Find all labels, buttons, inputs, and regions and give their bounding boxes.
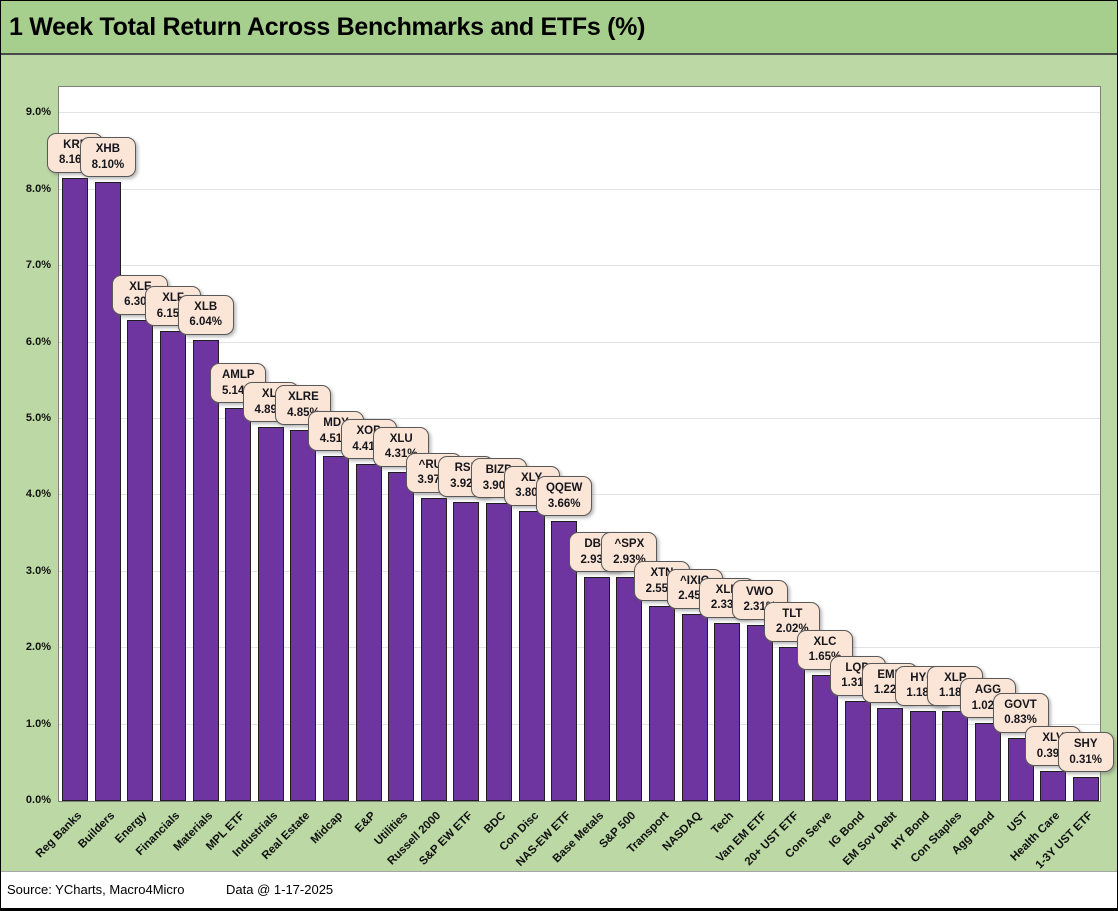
y-tick-label: 4.0% — [25, 488, 51, 501]
footer: Source: YCharts, Macro4Micro Data @ 1-17… — [1, 871, 1117, 910]
bar — [714, 623, 741, 801]
bar — [942, 710, 969, 801]
y-tick-label: 2.0% — [25, 641, 51, 654]
bar-value-callout: QQEW 3.66% — [536, 476, 593, 517]
bar-value-callout: XLB 6.04% — [177, 294, 234, 335]
y-tick-label: 8.0% — [25, 182, 51, 195]
gridline — [59, 265, 1100, 267]
bar — [746, 624, 773, 801]
callout-ticker: XLU — [389, 432, 413, 445]
bar — [290, 430, 317, 801]
callout-value: 3.66% — [547, 497, 581, 510]
title-bar: 1 Week Total Return Across Benchmarks an… — [1, 1, 1117, 55]
callout-ticker: TLT — [782, 607, 803, 620]
callout-ticker: QQEW — [545, 482, 583, 495]
bar — [192, 339, 219, 801]
callout-ticker: XLI — [261, 388, 280, 401]
y-tick-label: 1.0% — [25, 717, 51, 730]
bar — [844, 700, 871, 801]
y-tick-label: 5.0% — [25, 412, 51, 424]
callout-ticker: XLRE — [288, 391, 319, 404]
bar — [1072, 777, 1099, 801]
bar — [1040, 771, 1067, 801]
bar — [1007, 737, 1034, 801]
y-tick-label: 6.0% — [25, 335, 51, 348]
bar-value-callout: GOVT 0.83% — [992, 692, 1049, 733]
bar — [779, 646, 806, 801]
y-tick-label: 3.0% — [25, 564, 51, 577]
callout-ticker: XHB — [95, 143, 121, 156]
gridline — [59, 112, 1100, 114]
callout-ticker: GOVT — [1004, 698, 1037, 711]
bar — [257, 427, 284, 801]
bar — [486, 503, 513, 801]
chart-region: KRE 8.16% XHB 8.10% XLE 6.30% XLF 6.15% XLB 6.04%… — [1, 57, 1117, 871]
source-note: Source: YCharts, Macro4Micro — [7, 882, 185, 897]
callout-value: 0.83% — [1004, 714, 1037, 727]
callout-ticker: ^SPX — [614, 538, 645, 551]
y-tick-label: 9.0% — [25, 106, 51, 119]
page-title: 1 Week Total Return Across Benchmarks an… — [9, 12, 646, 41]
callout-value: 0.31% — [1069, 753, 1102, 766]
callout-ticker: VWO — [746, 585, 774, 598]
callout-ticker: XLC — [813, 635, 837, 648]
bar — [583, 577, 610, 801]
callout-ticker: XLB — [194, 300, 218, 313]
bar — [160, 331, 187, 801]
y-tick-label: 0.0% — [25, 794, 51, 806]
bar — [62, 177, 89, 801]
gridline — [59, 418, 1100, 419]
bar — [681, 613, 708, 801]
gridline — [59, 647, 1100, 649]
bar — [616, 577, 643, 801]
bar — [811, 674, 838, 801]
bar — [388, 471, 415, 801]
bar — [127, 319, 154, 801]
y-tick-label: 7.0% — [25, 259, 51, 272]
bar — [225, 408, 252, 801]
bar — [974, 723, 1001, 801]
callout-ticker: SHY — [1073, 738, 1098, 751]
gridline — [59, 723, 1100, 725]
data-date: Data @ 1-17-2025 — [226, 882, 334, 897]
bar — [909, 710, 936, 801]
callout-ticker: AGG — [974, 684, 1002, 697]
bar — [323, 456, 350, 801]
callout-ticker: AMLP — [221, 369, 255, 382]
bar-value-callout: XHB 8.10% — [79, 137, 136, 178]
plot-area: KRE 8.16% XHB 8.10% XLE 6.30% XLF 6.15% XLB 6.04%… — [47, 86, 1114, 802]
bar — [518, 510, 545, 801]
bar — [648, 606, 675, 801]
bar-value-callout: SHY 0.31% — [1057, 732, 1114, 773]
bar — [877, 707, 904, 801]
callout-value: 8.10% — [91, 158, 125, 171]
callout-value: 6.04% — [189, 316, 222, 329]
gridline — [59, 341, 1100, 343]
bar — [355, 464, 382, 801]
bar — [453, 501, 480, 801]
gridline — [59, 188, 1100, 190]
bar — [420, 497, 447, 801]
